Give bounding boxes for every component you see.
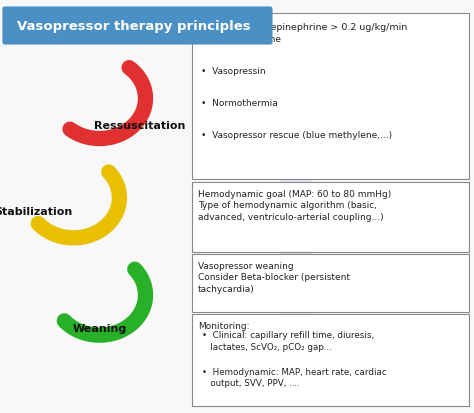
Text: Stabilization: Stabilization — [0, 206, 73, 216]
FancyBboxPatch shape — [2, 7, 273, 45]
Text: Hemodynamic goal (MAP: 60 to 80 mmHg)
Type of hemodynamic algorithm (basic,
adva: Hemodynamic goal (MAP: 60 to 80 mmHg) Ty… — [198, 189, 391, 222]
FancyBboxPatch shape — [192, 315, 469, 406]
Text: •  Clinical: capillary refill time, diuresis,
   lactates, ScVO₂, pCO₂ gap...: • Clinical: capillary refill time, diure… — [202, 330, 374, 351]
Text: Monitoring:: Monitoring: — [198, 321, 249, 330]
FancyBboxPatch shape — [192, 14, 469, 180]
Text: •  Vasopressin: • Vasopressin — [201, 67, 265, 76]
Polygon shape — [262, 50, 331, 403]
FancyBboxPatch shape — [192, 183, 469, 252]
Text: •  Normothermia: • Normothermia — [201, 99, 277, 108]
FancyBboxPatch shape — [192, 255, 469, 312]
Text: Weaning: Weaning — [73, 323, 127, 333]
Text: Vasopressor weaning
Consider Beta-blocker (persistent
tachycardia): Vasopressor weaning Consider Beta-blocke… — [198, 261, 350, 294]
Text: •  Hemodynamic: MAP, heart rate, cardiac
   output, SVV, PPV, ....: • Hemodynamic: MAP, heart rate, cardiac … — [202, 367, 387, 387]
Text: Ressuscitation: Ressuscitation — [94, 121, 185, 131]
Text: Norepinephrine > 0.2 ug/kg/min: Norepinephrine > 0.2 ug/kg/min — [254, 23, 407, 32]
Text: •  Hydrocortisone: • Hydrocortisone — [201, 35, 281, 44]
Text: •  Vasopressor rescue (blue methylene,...): • Vasopressor rescue (blue methylene,...… — [201, 131, 392, 140]
Text: Vasopressor therapy principles: Vasopressor therapy principles — [17, 20, 250, 33]
